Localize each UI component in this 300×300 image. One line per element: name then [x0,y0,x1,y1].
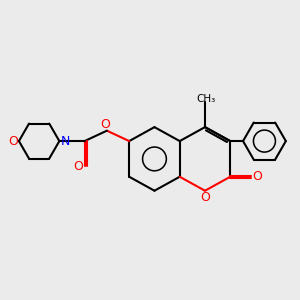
Text: O: O [200,191,210,204]
Text: O: O [73,160,83,173]
Text: O: O [253,170,262,183]
Text: O: O [100,118,110,130]
Text: CH₃: CH₃ [197,94,216,103]
Text: N: N [61,135,70,148]
Text: O: O [8,135,18,148]
